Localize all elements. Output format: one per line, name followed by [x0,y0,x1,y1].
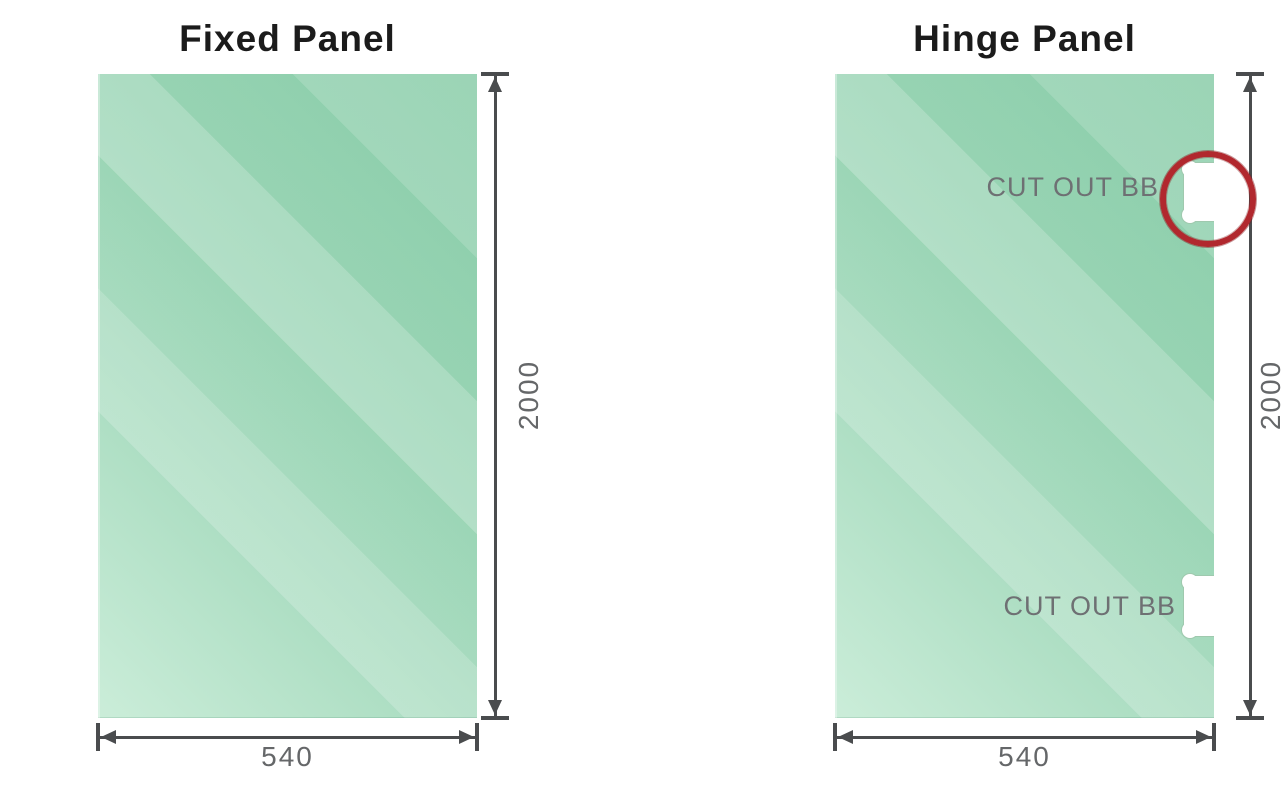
hinge-panel-title: Hinge Panel [913,18,1136,59]
dimension-tick [475,723,479,751]
arrow-down-icon [488,700,502,715]
dimension-tick [1236,72,1264,76]
dimension-tick [481,716,509,720]
highlight-circle [1160,151,1256,247]
cutout-label-top: CUT OUT BB [986,172,1159,202]
dimension-line [1248,76,1252,716]
hinge-panel-height-dimension [1236,72,1264,720]
hinge-panel-height-label: 2000 [1255,359,1285,431]
hinge-panel-width-label: 540 [998,741,1051,772]
dimension-line [100,735,475,739]
fixed-panel-width-label: 540 [261,741,314,772]
dimension-tick [96,723,100,751]
hinge-panel-glass [835,74,1214,718]
cutout-label-bottom: CUT OUT BB [1003,591,1176,621]
arrow-down-icon [1243,700,1257,715]
dimension-tick [833,723,837,751]
fixed-panel-height-dimension [481,72,509,720]
fixed-panel-width-dimension [96,723,479,751]
dimension-line [493,76,497,716]
dimension-tick [1236,716,1264,720]
dimension-line [837,735,1212,739]
arrow-right-icon [459,730,474,744]
arrow-right-icon [1196,730,1211,744]
fixed-panel-title: Fixed Panel [179,18,396,59]
dimension-tick [481,72,509,76]
hinge-panel-width-dimension [833,723,1216,751]
fixed-panel-glass [98,74,477,718]
hinge-cutout-bottom [1181,573,1214,639]
fixed-panel-height-label: 2000 [513,359,544,431]
dimension-tick [1212,723,1216,751]
